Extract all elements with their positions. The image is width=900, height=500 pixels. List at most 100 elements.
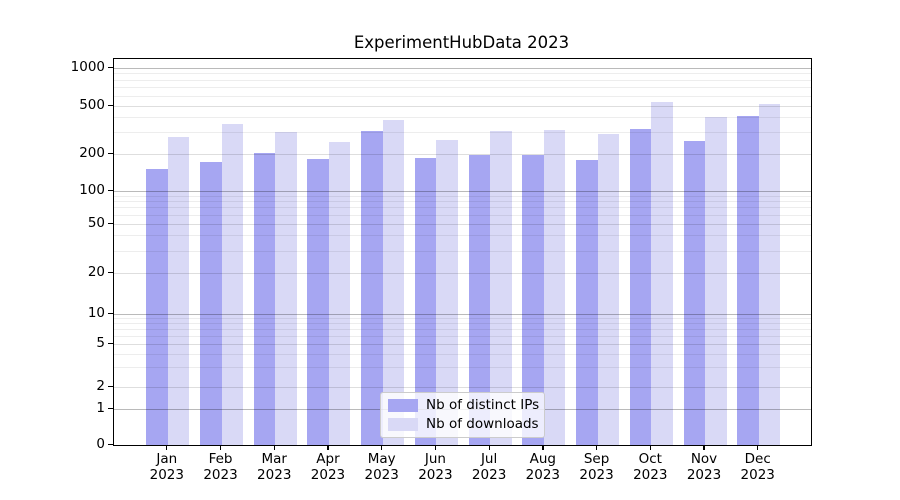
- y-tick-mark-100: [108, 189, 113, 191]
- gridline-5: [114, 343, 811, 345]
- bar-distinct-ips-sep: [576, 160, 598, 445]
- x-tick-mark-oct: [649, 445, 651, 450]
- legend: Nb of distinct IPs Nb of downloads: [380, 392, 545, 438]
- y-tick-mark-500: [108, 104, 113, 106]
- x-tick-label-jan: Jan 2023: [149, 451, 184, 483]
- x-tick-mark-may: [381, 445, 383, 450]
- gridline-6: [114, 335, 811, 337]
- gridline-60: [114, 214, 811, 216]
- bar-downloads-jul: [490, 131, 512, 445]
- gridline-1000: [114, 67, 811, 69]
- bar-downloads-oct: [651, 101, 673, 445]
- x-tick-mark-jan: [166, 445, 168, 450]
- legend-swatch-downloads: [388, 418, 418, 431]
- y-tick-mark-5: [108, 342, 113, 344]
- gridline-4: [114, 353, 811, 355]
- y-tick-mark-2: [108, 385, 113, 387]
- legend-item-downloads: Nb of downloads: [381, 417, 544, 432]
- bar-downloads-aug: [543, 130, 566, 445]
- bar-downloads-apr: [328, 142, 351, 445]
- bar-distinct-ips-aug: [522, 155, 544, 445]
- y-tick-label-100: 100: [79, 182, 105, 198]
- gridline-30: [114, 250, 811, 252]
- gridline-300: [114, 132, 811, 134]
- x-tick-label-apr: Apr 2023: [310, 451, 346, 483]
- y-tick-label-50: 50: [87, 215, 105, 231]
- legend-label-distinct-ips: Nb of distinct IPs: [426, 397, 540, 413]
- y-tick-mark-50: [108, 222, 113, 224]
- y-tick-label-5: 5: [96, 335, 105, 351]
- gridline-2: [114, 386, 811, 388]
- bar-distinct-ips-jun: [414, 158, 437, 445]
- bar-distinct-ips-feb: [200, 162, 222, 445]
- x-tick-label-may: May 2023: [364, 451, 399, 483]
- gridline-20: [114, 272, 811, 274]
- y-tick-mark-200: [108, 152, 113, 154]
- y-tick-label-0: 0: [96, 436, 105, 452]
- gridline-70: [114, 207, 811, 209]
- gridline-600: [114, 95, 811, 97]
- y-tick-label-1: 1: [96, 400, 105, 416]
- legend-swatch-distinct-ips: [388, 399, 418, 412]
- y-tick-mark-10: [108, 312, 113, 314]
- x-tick-label-sep: Sep 2023: [579, 451, 614, 483]
- x-tick-mark-jul: [488, 445, 490, 450]
- bar-downloads-dec: [758, 103, 781, 445]
- gridline-40: [114, 235, 811, 237]
- bar-distinct-ips-oct: [629, 129, 652, 445]
- bar-downloads-jan: [167, 137, 190, 445]
- x-tick-mark-mar: [273, 445, 275, 450]
- legend-item-distinct-ips: Nb of distinct IPs: [381, 398, 544, 413]
- gridline-900: [114, 73, 811, 75]
- bar-distinct-ips-apr: [307, 159, 329, 445]
- x-tick-mark-apr: [327, 445, 329, 450]
- gridline-400: [114, 117, 811, 119]
- chart-title: ExperimentHubData 2023: [353, 33, 570, 52]
- bar-downloads-sep: [597, 133, 620, 445]
- x-tick-mark-dec: [757, 445, 759, 450]
- gridline-10: [114, 313, 811, 315]
- y-tick-mark-20: [108, 271, 113, 273]
- plot-area: [113, 58, 812, 446]
- bar-downloads-jun: [436, 139, 458, 445]
- y-tick-label-500: 500: [79, 97, 105, 113]
- y-tick-mark-0: [108, 443, 113, 445]
- gridline-90: [114, 195, 811, 197]
- x-tick-label-oct: Oct 2023: [633, 451, 668, 483]
- y-tick-label-20: 20: [87, 264, 105, 280]
- gridline-9: [114, 318, 811, 320]
- bar-downloads-feb: [221, 124, 244, 445]
- x-tick-label-nov: Nov 2023: [686, 451, 722, 483]
- gridline-700: [114, 87, 811, 89]
- gridline-100: [114, 190, 811, 192]
- y-tick-mark-1: [108, 407, 113, 409]
- x-tick-label-jul: Jul 2023: [471, 451, 507, 483]
- gridline-800: [114, 79, 811, 81]
- x-tick-label-aug: Aug 2023: [525, 451, 560, 483]
- x-tick-mark-jun: [434, 445, 437, 450]
- legend-label-downloads: Nb of downloads: [426, 416, 539, 432]
- bar-distinct-ips-jan: [146, 168, 168, 445]
- gridline-8: [114, 323, 811, 325]
- bar-distinct-ips-may: [361, 130, 383, 445]
- gridline-3: [114, 367, 811, 369]
- bar-distinct-ips-mar: [253, 152, 276, 445]
- y-tick-label-1000: 1000: [70, 59, 105, 75]
- bar-distinct-ips-dec: [737, 115, 759, 445]
- gridline-80: [114, 201, 811, 203]
- bar-distinct-ips-nov: [683, 141, 705, 445]
- bar-downloads-nov: [705, 116, 727, 445]
- y-tick-label-200: 200: [79, 145, 105, 161]
- gridline-50: [114, 223, 811, 225]
- gridline-200: [114, 153, 811, 155]
- y-tick-label-2: 2: [96, 378, 105, 394]
- bar-downloads-mar: [275, 132, 297, 445]
- x-tick-mark-feb: [219, 445, 222, 450]
- x-tick-label-mar: Mar 2023: [257, 451, 292, 483]
- x-tick-mark-sep: [595, 445, 598, 450]
- y-tick-label-10: 10: [87, 305, 105, 321]
- x-tick-label-jun: Jun 2023: [418, 451, 453, 483]
- x-tick-mark-nov: [703, 445, 705, 450]
- bar-downloads-may: [382, 119, 405, 445]
